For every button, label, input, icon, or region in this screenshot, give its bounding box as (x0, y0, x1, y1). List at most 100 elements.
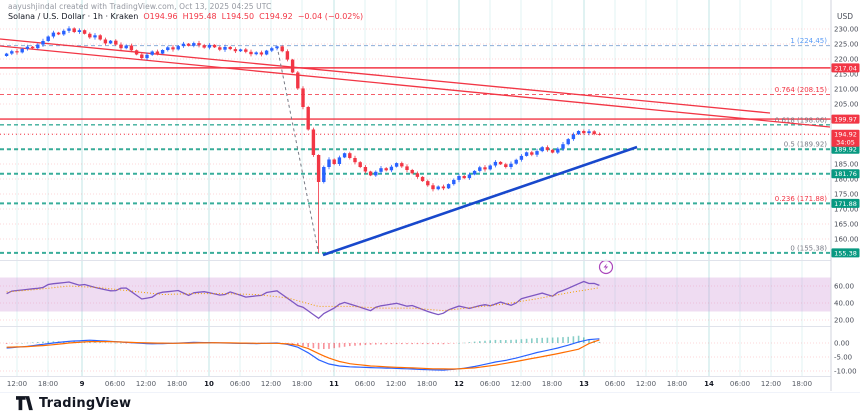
candle (550, 149, 555, 153)
label: 0.236 (171.88) (775, 195, 827, 203)
descending-resistance-2[interactable] (0, 45, 831, 128)
candle (238, 49, 243, 52)
candles (4, 26, 602, 253)
macd-histogram-bar (21, 343, 23, 344)
candle (301, 88, 305, 107)
macd-histogram-bar (447, 343, 450, 344)
candle (160, 50, 165, 54)
macd-histogram-bar (572, 336, 575, 343)
macd-signal-line (6, 339, 600, 370)
candle (467, 174, 472, 179)
candle (415, 173, 420, 177)
label: 175.00 (834, 191, 859, 199)
tradingview-brand[interactable]: TradingView (39, 396, 132, 411)
label: 06:00 (480, 380, 500, 388)
candle (244, 49, 248, 52)
grid (0, 0, 831, 376)
candle (36, 44, 40, 49)
candle (46, 36, 50, 41)
macd-histogram-bar (562, 337, 564, 343)
ohlc-low: L194.50 (221, 12, 255, 21)
label: 230.00 (834, 26, 859, 34)
candle (228, 47, 232, 50)
label: -10.00 (834, 368, 857, 376)
time-axis[interactable]: 12:00 18:00 9 06:00 12:00 18:00 10 06:00 12:00 18… (7, 380, 812, 388)
candle (98, 35, 102, 40)
candle (462, 176, 466, 179)
descending-resistance-1[interactable] (0, 38, 771, 114)
macd-histogram-bar (525, 338, 528, 343)
macd-histogram-bar (494, 339, 497, 343)
label: 180.00 (834, 176, 859, 184)
macd-histogram-bar (442, 343, 445, 345)
label: 199.97 (834, 116, 857, 124)
candle (51, 32, 56, 37)
price-scale[interactable]: USD 230.00 225.00 220.00 215.00 210.00 205.00 1… (830, 0, 860, 391)
label: USD (837, 12, 853, 21)
label: 34:05 (836, 139, 855, 147)
label: 18:00 (292, 380, 312, 388)
macd-histogram-bar (291, 343, 294, 345)
candle (186, 43, 191, 46)
label: 185.00 (834, 161, 859, 169)
candle (566, 139, 570, 145)
label: 217.04 (834, 64, 857, 72)
ascending-support[interactable] (322, 145, 638, 257)
macd-histogram-bar (11, 343, 13, 344)
candle (488, 165, 492, 170)
macd-histogram-bar (598, 341, 601, 343)
candle (358, 162, 362, 167)
candle (280, 46, 284, 52)
label: 12 (454, 380, 464, 388)
label: 12:00 (761, 380, 781, 388)
macd-histogram-bar (406, 343, 408, 345)
macd-histogram-bar (317, 343, 320, 350)
macd-histogram-bar (468, 342, 471, 343)
candle (389, 166, 394, 171)
candle (316, 155, 321, 182)
fib-baseline[interactable] (276, 45, 320, 254)
candle (285, 51, 290, 60)
watermark: aayushjindal created with TradingView.co… (8, 2, 272, 11)
candle (306, 107, 310, 130)
macd-histogram-bar (520, 339, 523, 343)
candle (145, 54, 149, 59)
zap-circle-icon[interactable] (598, 259, 614, 275)
label: 194.92 (834, 131, 857, 139)
candle (410, 170, 414, 174)
macd-histogram-bar (479, 341, 481, 343)
label: 12:00 (7, 380, 27, 388)
axis-badge (831, 144, 860, 154)
macd-histogram-bar (531, 338, 533, 343)
chart-canvas[interactable]: 1 (224.45) 0.764 (208.15) 0.618 (198.06) 0.… (0, 0, 860, 391)
ohlc-high: H195.48 (182, 12, 217, 21)
label: 14 (704, 380, 714, 388)
label: 18:00 (167, 380, 187, 388)
macd-histogram-bar (125, 343, 127, 344)
candle (332, 159, 336, 164)
label: 0 (155.38) (790, 244, 827, 252)
macd-histogram-bar (536, 337, 538, 343)
label: 181.76 (834, 170, 857, 178)
candle (592, 131, 596, 135)
candle (420, 176, 425, 182)
macd-histogram-bar (499, 339, 502, 343)
candle (322, 167, 326, 182)
tradingview-icon[interactable] (16, 396, 33, 411)
macd-histogram-bar (463, 342, 465, 344)
symbol-title[interactable]: Solana / U.S. Dollar · 1h · Kraken (8, 12, 139, 21)
macd-histogram-bar (26, 342, 29, 344)
candle (30, 46, 35, 49)
label: 12:00 (636, 380, 656, 388)
candle (197, 43, 201, 46)
label: 155.38 (834, 249, 857, 257)
candle (176, 46, 180, 50)
candle (4, 53, 9, 56)
price-levels: 1 (224.45) 0.764 (208.15) 0.618 (198.06) 0.… (0, 37, 831, 254)
candle (441, 186, 446, 189)
macd-histogram-bar (349, 343, 351, 347)
candle (192, 43, 196, 46)
candle (576, 131, 581, 135)
candle (223, 47, 227, 50)
